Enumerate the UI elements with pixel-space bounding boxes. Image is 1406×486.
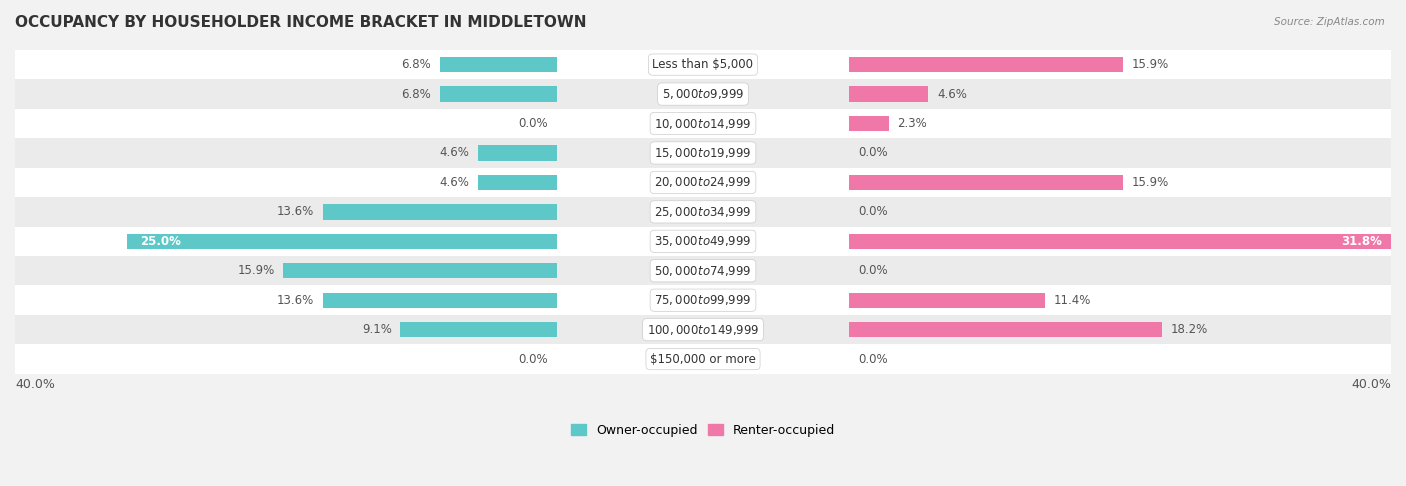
Text: 13.6%: 13.6% xyxy=(277,206,315,218)
Text: 0.0%: 0.0% xyxy=(858,206,887,218)
Text: 0.0%: 0.0% xyxy=(858,146,887,159)
Bar xyxy=(323,293,557,308)
Bar xyxy=(15,50,1391,79)
Bar xyxy=(849,87,928,102)
Text: $35,000 to $49,999: $35,000 to $49,999 xyxy=(654,234,752,248)
Text: 0.0%: 0.0% xyxy=(858,264,887,277)
Text: 15.9%: 15.9% xyxy=(1132,176,1168,189)
Bar xyxy=(15,285,1391,315)
Bar xyxy=(15,197,1391,226)
Bar xyxy=(849,322,1163,337)
Bar xyxy=(440,57,557,72)
Bar xyxy=(127,234,557,249)
Bar xyxy=(15,345,1391,374)
Text: $50,000 to $74,999: $50,000 to $74,999 xyxy=(654,264,752,278)
Legend: Owner-occupied, Renter-occupied: Owner-occupied, Renter-occupied xyxy=(567,419,839,442)
Text: 13.6%: 13.6% xyxy=(277,294,315,307)
Bar xyxy=(849,175,1122,190)
Text: 15.9%: 15.9% xyxy=(238,264,274,277)
Text: 2.3%: 2.3% xyxy=(897,117,927,130)
Text: 6.8%: 6.8% xyxy=(402,58,432,71)
Text: $150,000 or more: $150,000 or more xyxy=(650,352,756,365)
Text: 0.0%: 0.0% xyxy=(858,352,887,365)
Text: 25.0%: 25.0% xyxy=(141,235,181,248)
Bar xyxy=(478,145,557,160)
Text: 0.0%: 0.0% xyxy=(519,117,548,130)
Text: 11.4%: 11.4% xyxy=(1054,294,1091,307)
Text: $10,000 to $14,999: $10,000 to $14,999 xyxy=(654,117,752,131)
Text: 4.6%: 4.6% xyxy=(936,87,967,101)
Text: $75,000 to $99,999: $75,000 to $99,999 xyxy=(654,293,752,307)
Bar xyxy=(15,138,1391,168)
Bar xyxy=(440,87,557,102)
Text: 31.8%: 31.8% xyxy=(1341,235,1382,248)
Text: 15.9%: 15.9% xyxy=(1132,58,1168,71)
Text: Less than $5,000: Less than $5,000 xyxy=(652,58,754,71)
Bar xyxy=(849,57,1122,72)
Text: OCCUPANCY BY HOUSEHOLDER INCOME BRACKET IN MIDDLETOWN: OCCUPANCY BY HOUSEHOLDER INCOME BRACKET … xyxy=(15,15,586,30)
Text: $100,000 to $149,999: $100,000 to $149,999 xyxy=(647,323,759,337)
Bar xyxy=(849,116,889,131)
Bar xyxy=(15,315,1391,345)
Bar xyxy=(849,234,1396,249)
Text: 9.1%: 9.1% xyxy=(361,323,392,336)
Text: 4.6%: 4.6% xyxy=(439,176,470,189)
Text: $15,000 to $19,999: $15,000 to $19,999 xyxy=(654,146,752,160)
Text: 0.0%: 0.0% xyxy=(519,352,548,365)
Text: 6.8%: 6.8% xyxy=(402,87,432,101)
Text: $20,000 to $24,999: $20,000 to $24,999 xyxy=(654,175,752,190)
Text: 4.6%: 4.6% xyxy=(439,146,470,159)
Text: Source: ZipAtlas.com: Source: ZipAtlas.com xyxy=(1274,17,1385,27)
Bar xyxy=(284,263,557,278)
Text: 40.0%: 40.0% xyxy=(1351,378,1391,391)
Text: $5,000 to $9,999: $5,000 to $9,999 xyxy=(662,87,744,101)
Bar xyxy=(15,226,1391,256)
Text: $25,000 to $34,999: $25,000 to $34,999 xyxy=(654,205,752,219)
Bar xyxy=(478,175,557,190)
Bar xyxy=(401,322,557,337)
Bar xyxy=(15,256,1391,285)
Bar xyxy=(849,293,1045,308)
Bar xyxy=(15,79,1391,109)
Text: 40.0%: 40.0% xyxy=(15,378,55,391)
Bar xyxy=(15,168,1391,197)
Bar xyxy=(15,109,1391,138)
Bar xyxy=(323,204,557,220)
Text: 18.2%: 18.2% xyxy=(1171,323,1208,336)
